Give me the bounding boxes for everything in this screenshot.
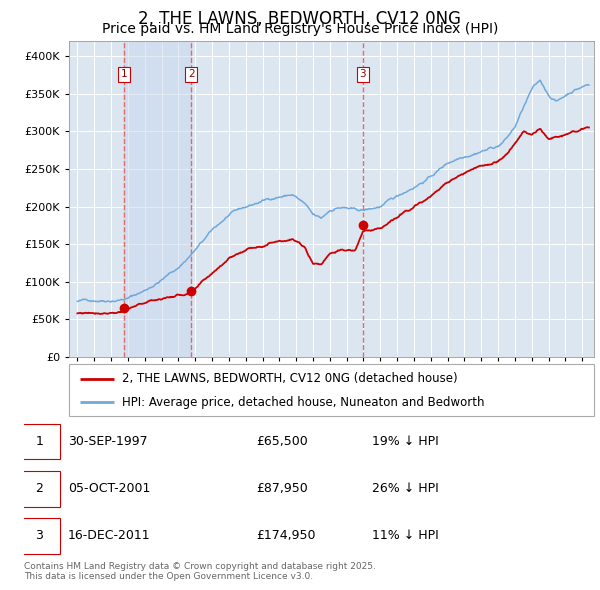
FancyBboxPatch shape (19, 518, 60, 554)
Text: £174,950: £174,950 (256, 529, 316, 542)
Text: 30-SEP-1997: 30-SEP-1997 (68, 435, 148, 448)
Text: 11% ↓ HPI: 11% ↓ HPI (372, 529, 439, 542)
Bar (124, 41, 191, 357)
Text: £65,500: £65,500 (256, 435, 308, 448)
Text: 2: 2 (188, 70, 194, 80)
Text: 1: 1 (121, 70, 127, 80)
Text: 16-DEC-2011: 16-DEC-2011 (68, 529, 151, 542)
Text: 2: 2 (35, 482, 43, 495)
Text: 26% ↓ HPI: 26% ↓ HPI (372, 482, 439, 495)
Text: Price paid vs. HM Land Registry's House Price Index (HPI): Price paid vs. HM Land Registry's House … (102, 22, 498, 37)
FancyBboxPatch shape (69, 364, 594, 416)
Text: 19% ↓ HPI: 19% ↓ HPI (372, 435, 439, 448)
Text: 3: 3 (35, 529, 43, 542)
Text: 3: 3 (359, 70, 366, 80)
Text: 2, THE LAWNS, BEDWORTH, CV12 0NG (detached house): 2, THE LAWNS, BEDWORTH, CV12 0NG (detach… (121, 372, 457, 385)
Text: £87,950: £87,950 (256, 482, 308, 495)
Text: This data is licensed under the Open Government Licence v3.0.: This data is licensed under the Open Gov… (24, 572, 313, 581)
Text: Contains HM Land Registry data © Crown copyright and database right 2025.: Contains HM Land Registry data © Crown c… (24, 562, 376, 571)
Text: 05-OCT-2001: 05-OCT-2001 (68, 482, 151, 495)
Text: HPI: Average price, detached house, Nuneaton and Bedworth: HPI: Average price, detached house, Nune… (121, 396, 484, 409)
Text: 2, THE LAWNS, BEDWORTH, CV12 0NG: 2, THE LAWNS, BEDWORTH, CV12 0NG (139, 10, 461, 28)
FancyBboxPatch shape (19, 424, 60, 460)
FancyBboxPatch shape (19, 471, 60, 507)
Text: 1: 1 (35, 435, 43, 448)
